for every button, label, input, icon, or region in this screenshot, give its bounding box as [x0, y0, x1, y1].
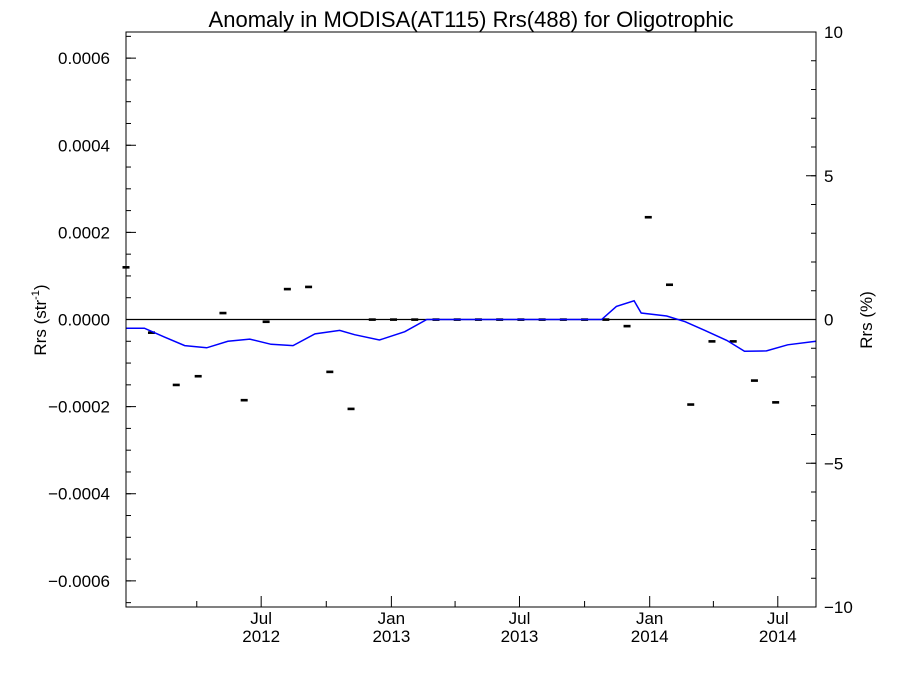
data-marker-6: [262, 320, 270, 324]
data-marker-10: [347, 407, 355, 411]
plot-content: [122, 215, 817, 411]
y2-tick-label: 5: [824, 167, 833, 186]
data-marker-12: [390, 318, 398, 321]
y-tick-label: 0.0002: [58, 223, 110, 242]
series-line-1: [126, 299, 817, 353]
data-marker-24: [644, 215, 652, 219]
data-marker-5: [240, 398, 248, 402]
data-marker-28: [729, 340, 737, 343]
y-tick-label: −0.0002: [48, 398, 110, 417]
y-axis-label-close: ): [31, 284, 50, 290]
data-marker-13: [411, 318, 419, 321]
data-marker-30: [772, 401, 780, 404]
axes: 0.0006 0.0004 0.0002 0.0000 −0.0002 −0.0004 −0…: [48, 23, 853, 646]
y2-tick-label: −10: [824, 598, 853, 617]
x-tick-label-year: 2012: [242, 627, 280, 646]
y-tick-label: 0.0004: [58, 136, 110, 155]
x-tick-label-month: Jul: [767, 609, 789, 628]
data-marker-22: [602, 318, 610, 321]
y-axis-label-main: Rrs (str: [31, 300, 50, 356]
chart-title: Anomaly in MODISA(AT115) Rrs(488) for Ol…: [209, 7, 734, 32]
y-tick-label: −0.0004: [48, 485, 110, 504]
data-marker-7: [283, 287, 291, 291]
data-marker-4: [219, 311, 227, 315]
y2-tick-label: 10: [824, 23, 843, 42]
data-marker-25: [666, 283, 674, 287]
data-marker-2: [172, 383, 180, 387]
data-marker-1: [147, 331, 155, 334]
y-tick-label: −0.0006: [48, 572, 110, 591]
x-tick-label-month: Jan: [636, 609, 663, 628]
x-tick-label-year: 2014: [631, 627, 669, 646]
y-axis-label: Rrs (str-1): [30, 284, 50, 355]
x-tick-label-year: 2013: [372, 627, 410, 646]
y2-axis-label: Rrs (%): [857, 291, 876, 349]
data-marker-26: [687, 403, 695, 406]
data-marker-27: [708, 340, 716, 343]
data-marker-8: [305, 285, 313, 289]
y-tick-label: 0.0000: [58, 311, 110, 330]
x-tick-label-year: 2014: [759, 627, 797, 646]
y-tick-label: 0.0006: [58, 49, 110, 68]
data-marker-29: [750, 379, 758, 382]
x-tick-label-month: Jul: [250, 609, 272, 628]
data-marker-3: [194, 374, 202, 378]
data-marker-23: [623, 324, 631, 328]
y2-tick-label: 0: [824, 311, 833, 330]
x-tick-label-month: Jul: [509, 609, 531, 628]
data-marker-9: [326, 370, 334, 374]
x-tick-label-month: Jan: [378, 609, 405, 628]
x-tick-label-year: 2013: [501, 627, 539, 646]
data-marker-11: [368, 318, 376, 321]
y-axis-label-superscript: -1: [30, 290, 42, 300]
y2-tick-label: −5: [824, 454, 843, 473]
